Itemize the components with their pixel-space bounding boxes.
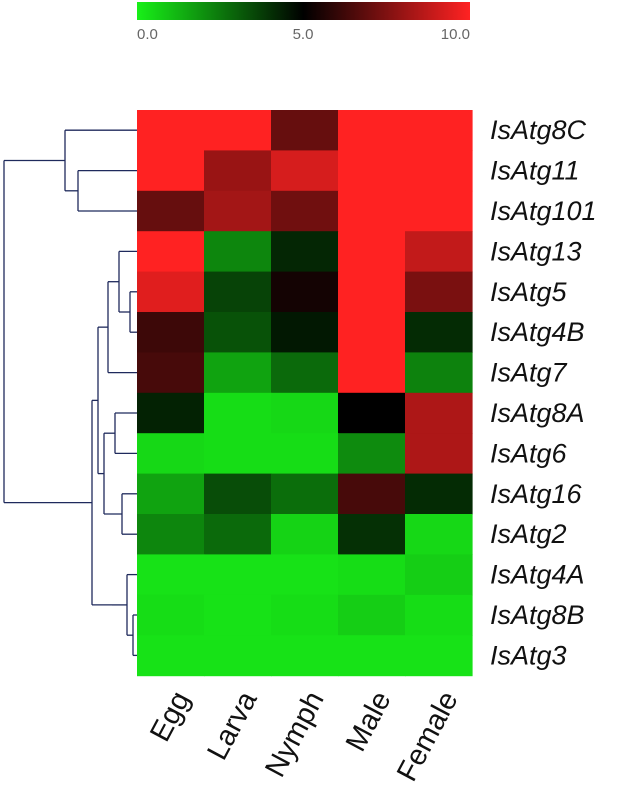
row-label: IsAtg4A <box>490 560 585 590</box>
heatmap-cell <box>137 110 205 151</box>
row-label: IsAtg8A <box>490 398 585 428</box>
scale-tick-max: 10.0 <box>441 26 470 43</box>
heatmap-cell <box>137 190 205 232</box>
heatmap-cell <box>338 312 406 353</box>
heatmap-cell <box>137 635 205 677</box>
row-label: IsAtg7 <box>490 358 568 388</box>
heatmap-cell <box>271 110 339 151</box>
color-scale-legend: 0.0 5.0 10.0 <box>137 2 470 43</box>
row-dendrogram <box>3 129 137 657</box>
heatmap-cell <box>137 554 205 596</box>
heatmap-cell <box>204 594 272 636</box>
heatmap-cell <box>271 554 339 596</box>
heatmap-cell <box>137 594 205 636</box>
heatmap-cell <box>204 554 272 596</box>
row-label: IsAtg2 <box>490 519 567 549</box>
heatmap-cell <box>405 392 473 434</box>
heatmap-cell <box>204 231 272 273</box>
heatmap-cell <box>137 392 205 434</box>
heatmap-cell <box>271 150 339 192</box>
heatmap-cell <box>271 271 339 313</box>
column-label: Nymph <box>259 686 330 782</box>
heatmap-cell <box>137 271 205 313</box>
row-label: IsAtg11 <box>490 156 580 186</box>
heatmap-cell <box>338 594 406 636</box>
row-label: IsAtg8B <box>490 600 585 630</box>
row-label: IsAtg4B <box>490 317 585 347</box>
heatmap-cell <box>271 352 339 394</box>
heatmap-cell <box>338 635 406 677</box>
heatmap-cell <box>204 190 272 232</box>
row-label: IsAtg13 <box>490 236 582 266</box>
heatmap-cell <box>271 231 339 273</box>
heatmap-cell <box>338 433 406 475</box>
heatmap-cell <box>137 514 205 555</box>
heatmap-cell <box>338 514 406 555</box>
scale-tick-min: 0.0 <box>137 26 158 43</box>
heatmap-cell <box>405 312 473 353</box>
heatmap-cell <box>405 150 473 192</box>
row-labels: IsAtg8C IsAtg11 IsAtg101 IsAtg13 IsAtg5 IsAtg… <box>490 115 597 670</box>
row-label: IsAtg8C <box>490 115 587 145</box>
heatmap-cell <box>137 312 205 353</box>
heatmap-cell <box>338 352 406 394</box>
heatmap-cell <box>338 231 406 273</box>
heatmap-cell <box>271 514 339 555</box>
heatmap-cell <box>338 473 406 515</box>
heatmap-cell <box>405 554 473 596</box>
heatmap-cell <box>204 271 272 313</box>
row-label: IsAtg3 <box>490 640 567 670</box>
heatmap-cell <box>405 473 473 515</box>
heatmap-cell <box>271 594 339 636</box>
heatmap-cell <box>271 635 339 677</box>
heatmap-cell <box>137 231 205 273</box>
row-label: IsAtg6 <box>490 438 568 468</box>
heatmap-cell <box>271 433 339 475</box>
heatmap-cell <box>204 635 272 677</box>
heatmap-cell <box>137 433 205 475</box>
heatmap-cell <box>204 352 272 394</box>
heatmap-cell <box>338 190 406 232</box>
heatmap-cell <box>204 392 272 434</box>
column-label: Male <box>340 686 398 757</box>
heatmap-cell <box>137 352 205 394</box>
heatmap-cell <box>204 150 272 192</box>
heatmap-cell <box>405 190 473 232</box>
heatmap-cell <box>405 514 473 555</box>
heatmap-cell <box>338 110 406 151</box>
heatmap-cells <box>137 110 473 677</box>
heatmap-cell <box>405 352 473 394</box>
heatmap-cell <box>338 554 406 596</box>
heatmap-cell <box>204 312 272 353</box>
row-label: IsAtg16 <box>490 479 583 509</box>
heatmap-cell <box>405 110 473 151</box>
color-scale-bar <box>137 2 470 20</box>
scale-tick-mid: 5.0 <box>293 26 314 43</box>
heatmap-cell <box>405 594 473 636</box>
heatmap-cell <box>405 271 473 313</box>
row-label: IsAtg101 <box>490 196 597 226</box>
heatmap-cell <box>204 433 272 475</box>
heatmap-cell <box>137 473 205 515</box>
heatmap-cell <box>405 231 473 273</box>
heatmap-cell <box>271 312 339 353</box>
heatmap-cell <box>338 271 406 313</box>
heatmap-cell <box>204 473 272 515</box>
column-label: Female <box>391 686 465 786</box>
heatmap-cell <box>405 433 473 475</box>
heatmap-cell <box>405 635 473 677</box>
heatmap-cell <box>338 392 406 434</box>
heatmap-cell <box>271 190 339 232</box>
column-label: Larva <box>201 685 264 765</box>
heatmap-cell <box>271 392 339 434</box>
heatmap-cell <box>271 473 339 515</box>
heatmap-cell <box>204 110 272 151</box>
heatmap-cell <box>204 514 272 555</box>
row-label: IsAtg5 <box>490 277 568 307</box>
heatmap-cell <box>137 150 205 192</box>
heatmap-cell <box>338 150 406 192</box>
column-label: Egg <box>144 686 196 747</box>
